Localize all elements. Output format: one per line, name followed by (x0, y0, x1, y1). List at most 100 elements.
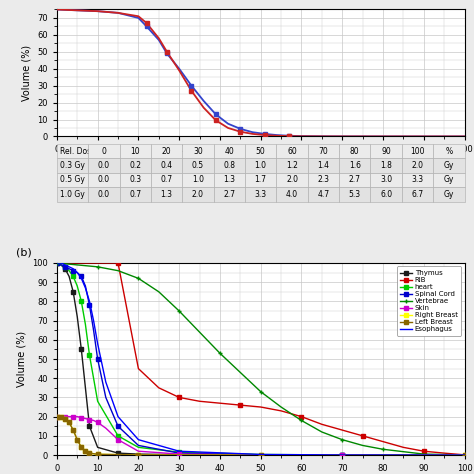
Left Breast (70, 427, 76, 433)
Left Breast (62, 416, 68, 421)
RIB (115, 260, 121, 266)
RIB (156, 385, 162, 391)
Spinal Cord (115, 423, 121, 429)
Vertebrae (156, 289, 162, 295)
Vertebrae (54, 260, 60, 266)
Skin (258, 452, 264, 458)
heart (258, 452, 264, 457)
heart (339, 452, 345, 458)
Right Breast (95, 451, 100, 457)
Skin (54, 414, 60, 419)
Left Breast (79, 445, 84, 450)
Thymus (87, 423, 92, 429)
Skin (66, 414, 72, 419)
Vertebrae (197, 329, 202, 335)
Esophagus (176, 448, 182, 454)
heart (66, 268, 72, 273)
Skin (74, 414, 80, 419)
RIB (237, 402, 243, 408)
heart (95, 399, 100, 404)
Vertebrae (258, 389, 264, 394)
Left Breast (74, 437, 80, 443)
Line: Thymus: Thymus (55, 261, 466, 457)
Right Breast (258, 452, 264, 458)
Esophagus (258, 452, 264, 457)
Skin (82, 416, 88, 421)
RIB (136, 366, 141, 372)
RIB (319, 421, 325, 427)
Skin (339, 452, 345, 458)
Spinal Cord (258, 452, 264, 458)
Vertebrae (115, 268, 121, 273)
RIB (258, 404, 264, 410)
Thymus (54, 260, 60, 266)
heart (136, 445, 141, 450)
Esophagus (62, 262, 68, 268)
heart (74, 283, 80, 289)
Left Breast (95, 451, 100, 457)
RIB (299, 414, 304, 419)
Right Breast (70, 427, 76, 433)
Spinal Cord (91, 328, 96, 333)
Skin (115, 437, 121, 443)
Thymus (66, 273, 72, 279)
Esophagus (462, 452, 467, 458)
heart (82, 321, 88, 327)
Spinal Cord (176, 450, 182, 456)
Esophagus (136, 437, 141, 443)
Spinal Cord (79, 273, 84, 279)
Esophagus (70, 266, 76, 272)
Spinal Cord (462, 452, 467, 458)
Skin (136, 448, 141, 454)
Thymus (70, 289, 76, 295)
Skin (79, 415, 84, 420)
Spinal Cord (82, 283, 88, 289)
Thymus (74, 314, 80, 319)
Esophagus (82, 285, 88, 291)
Right Breast (87, 450, 92, 456)
heart (176, 449, 182, 455)
Thymus (82, 385, 88, 391)
Right Breast (74, 437, 80, 443)
Thymus (339, 452, 345, 458)
Esophagus (103, 379, 109, 385)
Right Breast (136, 452, 141, 458)
Line: Vertebrae: Vertebrae (55, 261, 466, 456)
Right Breast (66, 419, 72, 425)
RIB (197, 399, 202, 404)
Spinal Cord (74, 270, 80, 275)
Left Breast (136, 452, 141, 458)
Vertebrae (462, 452, 467, 458)
Esophagus (339, 452, 345, 458)
Thymus (115, 450, 121, 456)
Left Breast (87, 450, 92, 456)
Vertebrae (176, 308, 182, 314)
RIB (217, 401, 223, 406)
Thymus (462, 452, 467, 458)
Line: Right Breast: Right Breast (55, 415, 466, 457)
Skin (95, 419, 100, 425)
Thymus (258, 452, 264, 458)
RIB (54, 260, 60, 266)
Right Breast (79, 445, 84, 450)
Line: Esophagus: Esophagus (57, 263, 465, 455)
Spinal Cord (136, 443, 141, 448)
Right Breast (62, 416, 68, 421)
Vertebrae (237, 370, 243, 375)
Legend: Thymus, RIB, heart, Spinal Cord, Vertebrae, Skin, Right Breast, Left Breast, Eso: Thymus, RIB, heart, Spinal Cord, Vertebr… (397, 266, 461, 336)
Thymus (136, 451, 141, 457)
heart (87, 352, 92, 358)
RIB (401, 445, 406, 450)
Esophagus (79, 275, 84, 281)
Line: RIB: RIB (55, 261, 466, 456)
Spinal Cord (70, 268, 76, 273)
Line: Skin: Skin (55, 415, 466, 457)
Right Breast (54, 414, 60, 419)
Skin (62, 414, 68, 419)
Thymus (95, 445, 100, 450)
Skin (87, 417, 92, 422)
Vertebrae (74, 262, 80, 268)
heart (62, 264, 68, 270)
RIB (380, 439, 386, 445)
Right Breast (82, 448, 88, 454)
